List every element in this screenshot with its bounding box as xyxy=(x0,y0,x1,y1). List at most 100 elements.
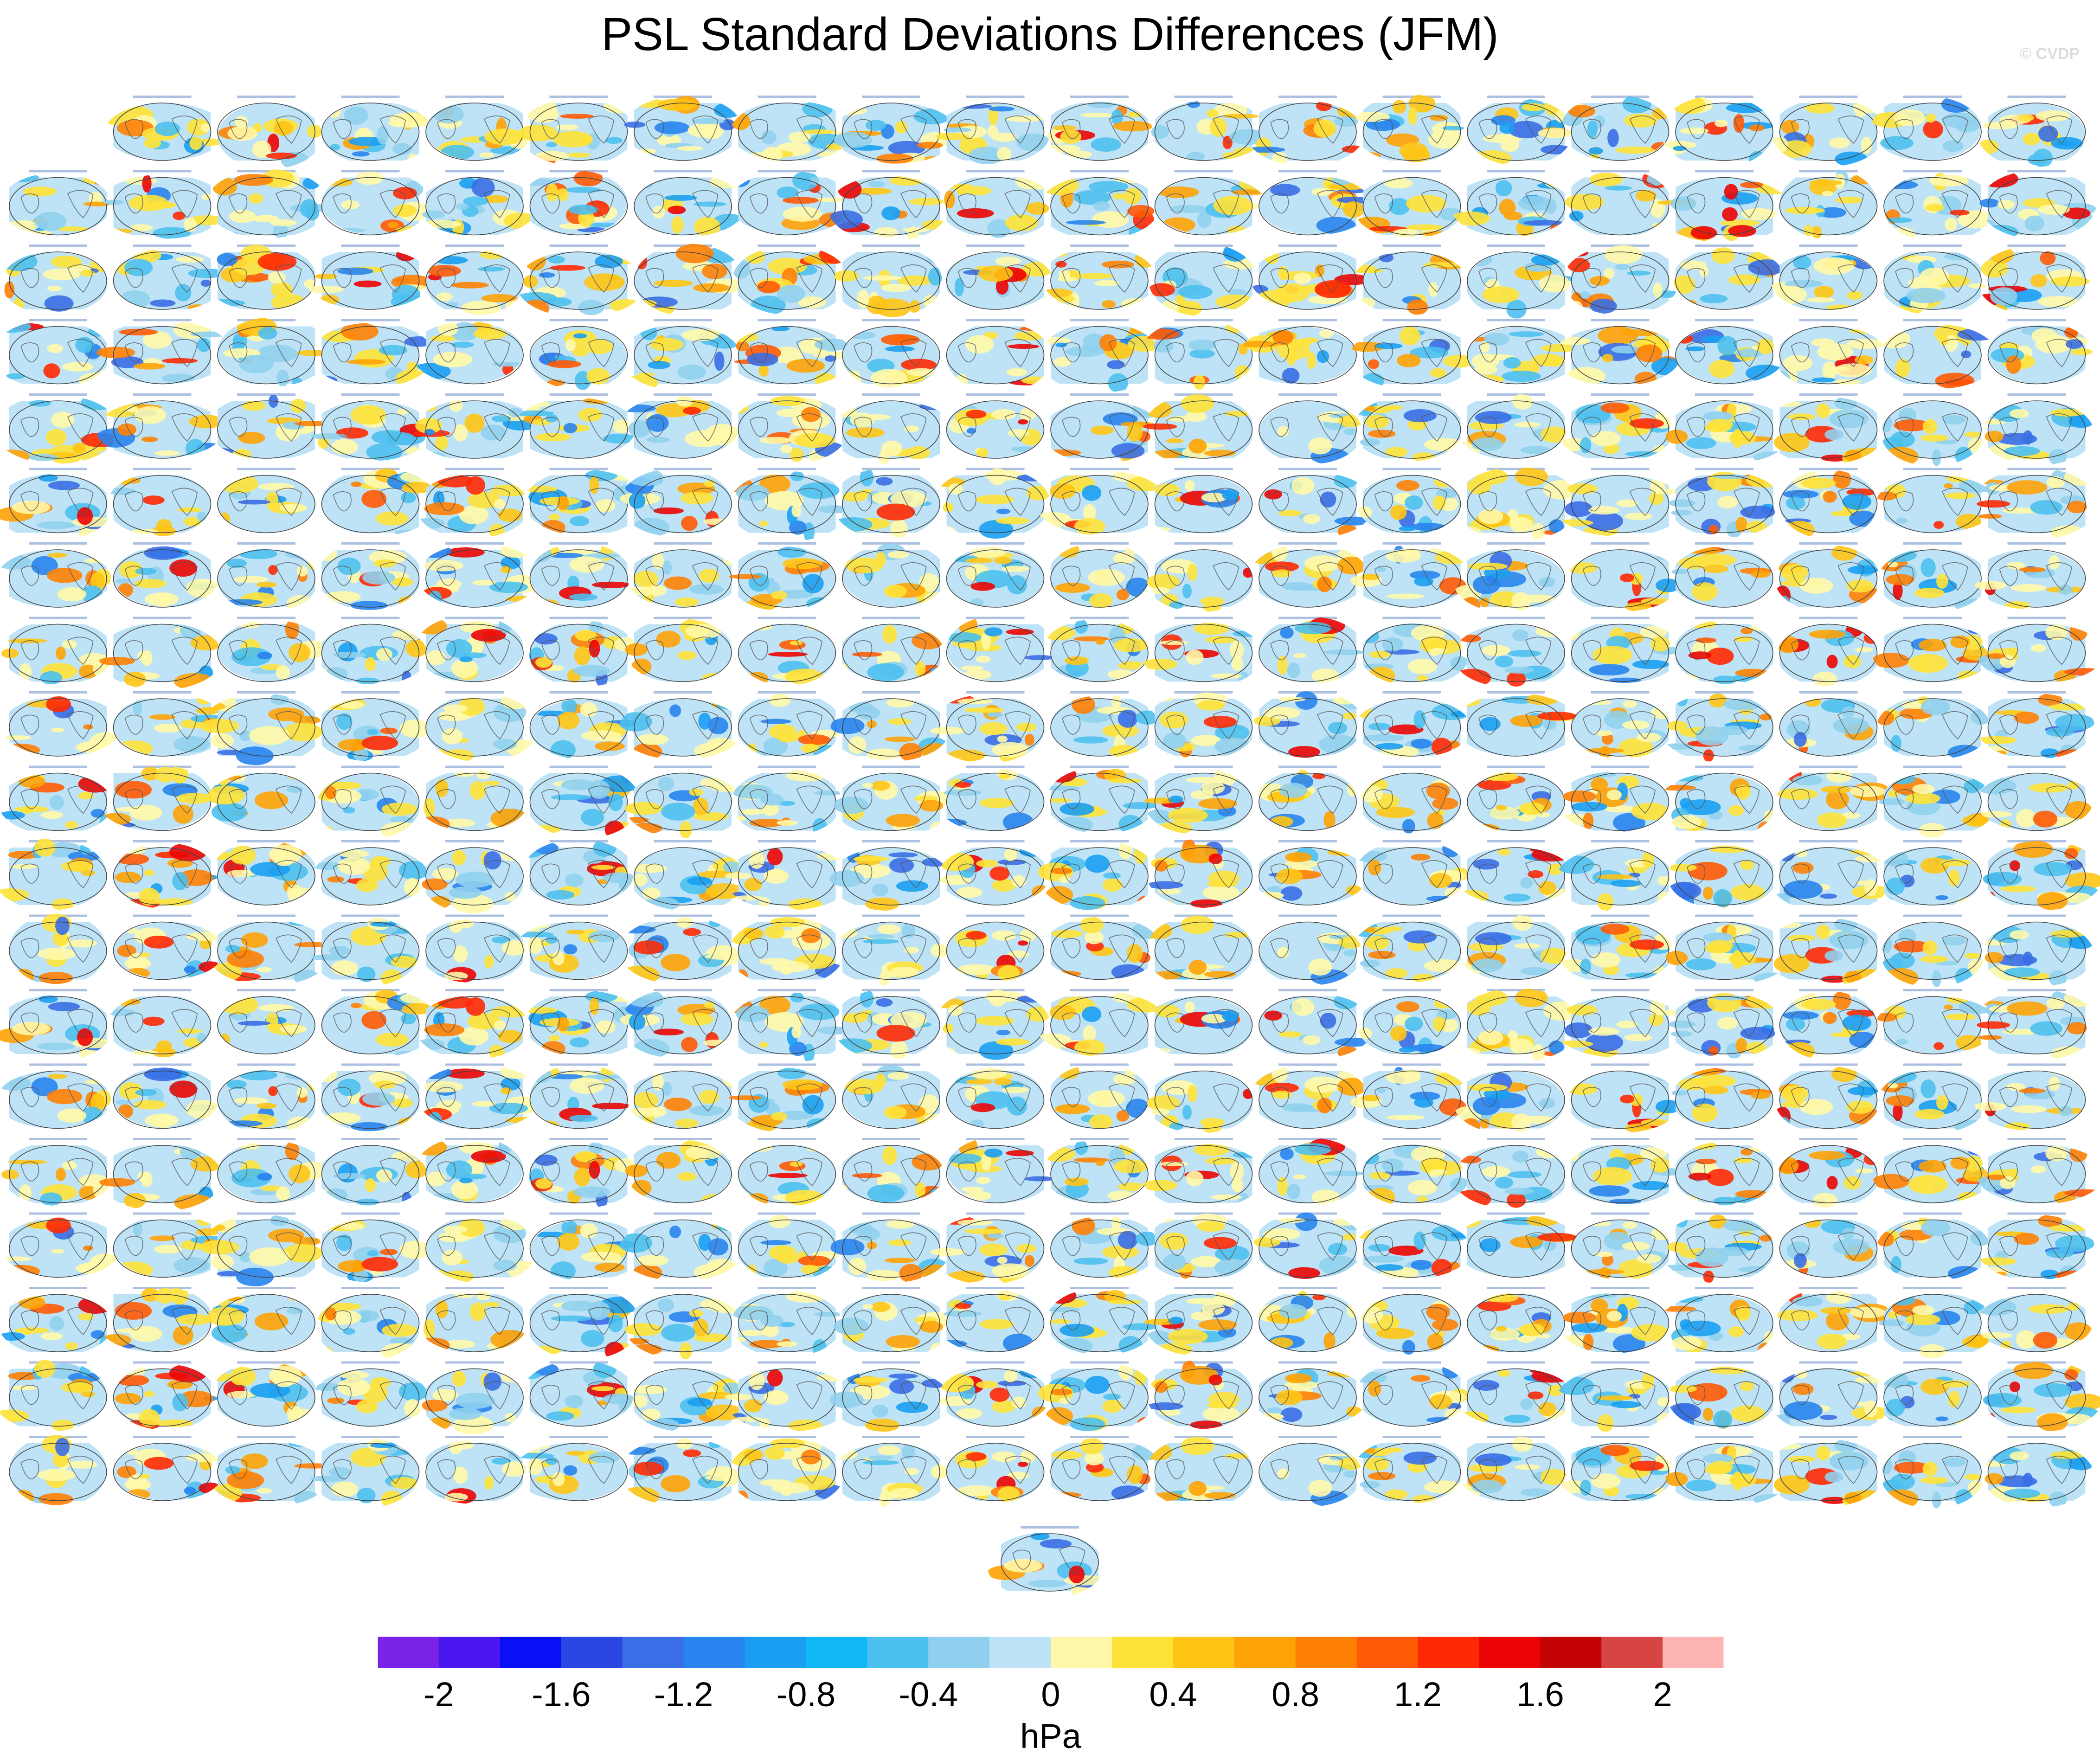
map-panel xyxy=(207,914,332,986)
panel-title xyxy=(549,393,608,396)
panel-title xyxy=(1695,244,1753,247)
map-outline xyxy=(634,400,732,459)
colorbar-frame xyxy=(377,1636,1724,1669)
panel-title xyxy=(237,691,295,694)
map-panel xyxy=(1039,319,1162,393)
map-outline xyxy=(1467,475,1565,533)
map-outline xyxy=(1987,1219,2086,1278)
map-outline xyxy=(1154,103,1253,161)
panel-title xyxy=(1591,1138,1650,1140)
panel-title xyxy=(445,691,504,694)
map-panel xyxy=(310,393,433,461)
panel-title xyxy=(341,1138,400,1140)
map-panel xyxy=(316,1287,420,1361)
panel-title xyxy=(1070,542,1129,545)
panel-title xyxy=(237,1063,295,1066)
map-panel xyxy=(1976,765,2093,831)
map-panel xyxy=(1657,765,1775,839)
panel-title xyxy=(341,1436,400,1438)
panel-title xyxy=(1021,1526,1079,1529)
map-panel xyxy=(95,1285,212,1352)
map-panel xyxy=(1042,617,1149,682)
map-outline xyxy=(1987,400,2086,459)
map-outline xyxy=(1883,1443,1982,1501)
map-panel xyxy=(1671,1063,1773,1129)
panel-title xyxy=(1382,393,1441,396)
map-panel xyxy=(838,1138,945,1203)
map-outline xyxy=(1362,698,1461,757)
map-panel xyxy=(422,1361,524,1435)
map-panel xyxy=(738,1138,836,1207)
panel-title xyxy=(1278,393,1337,396)
panel-title xyxy=(758,617,816,619)
map-panel xyxy=(946,1436,1045,1503)
map-outline xyxy=(1779,549,1878,608)
map-outline xyxy=(9,475,107,533)
panel-title xyxy=(1591,691,1650,694)
map-panel xyxy=(1455,393,1567,460)
map-outline xyxy=(321,1145,420,1203)
map-panel xyxy=(1253,1212,1364,1279)
map-outline xyxy=(9,1070,107,1129)
panel-title xyxy=(654,468,712,470)
map-outline xyxy=(842,996,940,1054)
map-outline xyxy=(1050,326,1149,385)
map-outline xyxy=(1779,177,1878,236)
map-outline xyxy=(321,1294,420,1352)
map-panel xyxy=(940,170,1055,238)
map-panel xyxy=(317,617,428,686)
map-panel xyxy=(1146,839,1253,908)
map-outline xyxy=(9,1443,107,1501)
map-outline xyxy=(217,996,315,1054)
map-outline xyxy=(321,326,420,385)
map-panel xyxy=(725,840,853,911)
panel-title xyxy=(549,1138,608,1140)
panel-title xyxy=(1903,393,1962,396)
map-panel xyxy=(1877,1063,1988,1134)
map-panel xyxy=(0,393,119,464)
map-panel xyxy=(1774,542,1881,613)
map-panel xyxy=(1872,1138,1994,1204)
map-outline xyxy=(1779,921,1878,980)
map-outline xyxy=(1259,1219,1357,1278)
panel-title xyxy=(341,170,400,173)
map-panel xyxy=(832,989,940,1060)
map-panel xyxy=(935,96,1050,165)
map-outline xyxy=(1467,847,1565,906)
map-panel xyxy=(1360,1138,1470,1207)
panel-title xyxy=(862,468,920,470)
panel-title xyxy=(1591,542,1650,545)
panel-title xyxy=(654,393,712,396)
map-outline xyxy=(1467,549,1565,608)
map-panel xyxy=(1035,468,1168,535)
map-outline xyxy=(1571,103,1670,161)
map-panel xyxy=(1779,468,1878,539)
map-outline xyxy=(1259,251,1357,310)
map-outline xyxy=(842,549,940,608)
map-outline xyxy=(1779,400,1878,459)
map-panel xyxy=(738,617,836,686)
map-panel xyxy=(529,691,643,760)
map-panel xyxy=(95,764,212,831)
panel-title xyxy=(133,1436,192,1438)
map-outline xyxy=(1050,847,1149,906)
map-panel xyxy=(217,617,327,682)
map-outline xyxy=(1362,772,1461,831)
map-panel xyxy=(1563,244,1680,315)
map-panel xyxy=(732,244,849,315)
map-panel xyxy=(425,1212,538,1284)
panel-title xyxy=(1382,170,1441,173)
panel-title xyxy=(862,1212,920,1215)
map-panel xyxy=(831,393,956,465)
map-outline xyxy=(321,921,420,980)
panel-title xyxy=(1070,1063,1129,1066)
map-outline xyxy=(1987,698,2086,757)
map-panel xyxy=(1453,617,1569,687)
map-outline xyxy=(634,326,732,385)
map-panel xyxy=(526,765,641,839)
map-panel xyxy=(217,1063,318,1133)
map-outline xyxy=(425,772,524,831)
map-outline xyxy=(113,1070,212,1129)
map-outline xyxy=(1883,1219,1982,1278)
map-panel xyxy=(113,244,226,311)
